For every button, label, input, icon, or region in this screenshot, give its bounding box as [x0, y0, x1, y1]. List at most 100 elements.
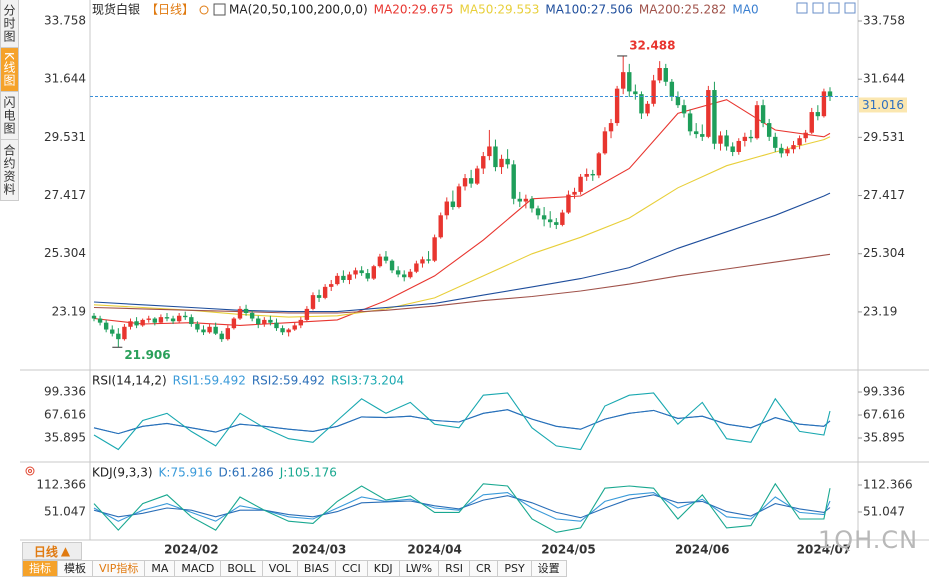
candle-body [493, 146, 498, 168]
candle-body [742, 136, 748, 141]
toolbar-tab[interactable]: VIP指标 [93, 560, 146, 577]
y-tick-label: 33.758 [863, 13, 905, 27]
candle-body [389, 260, 395, 271]
candle-body [164, 317, 170, 319]
candle-body [432, 237, 437, 261]
toolbar-tab[interactable]: CR [470, 560, 499, 577]
side-tab[interactable]: 合约资料 [0, 139, 19, 201]
toolbar-tab[interactable]: LW% [399, 560, 440, 577]
side-tab[interactable]: 分时图 [0, 0, 19, 48]
candle-body [122, 326, 127, 340]
candle-body [730, 146, 735, 152]
candle-body [779, 147, 784, 154]
candle-body [292, 325, 297, 330]
candle-body [566, 194, 571, 213]
indicator-line [93, 482, 831, 533]
side-tab[interactable]: 闪电图 [0, 91, 19, 140]
x-tick-label: 2024/07 [797, 543, 851, 557]
candle-body [408, 271, 413, 278]
candle-body [785, 149, 790, 154]
y-tick-label: 25.304 [863, 246, 905, 260]
candle-body [128, 321, 133, 327]
settings-icon[interactable] [25, 466, 35, 476]
candle-body [827, 91, 833, 97]
candle-body [760, 105, 766, 124]
candle-body [529, 198, 535, 209]
indicator-line [93, 136, 831, 318]
period: 【日线】 [146, 3, 194, 17]
y-tick-label: 29.531 [44, 130, 86, 144]
candle-body [219, 333, 224, 340]
legend-entry: MA20:29.675 [374, 3, 454, 17]
indicator-label: MA(20,50,100,200,0,0) [229, 3, 368, 17]
candle-body [256, 318, 261, 325]
candle-body [541, 215, 547, 220]
toolbar-tab[interactable]: RSI [439, 560, 470, 577]
legend-entry: RSI3:73.204 [331, 374, 404, 388]
candle-body [414, 263, 419, 272]
x-tick-label: 2024/05 [541, 543, 595, 557]
watermark: 1QH.CN [818, 526, 919, 554]
candle-body [505, 158, 510, 165]
toolbar-tab[interactable]: MA [145, 560, 176, 577]
add-icon[interactable] [199, 5, 209, 15]
toolbar-tab[interactable]: CCI [336, 560, 368, 577]
last-price-label: 31.016 [862, 98, 904, 112]
candle-body [736, 140, 741, 152]
toolbar-icons[interactable] [796, 2, 856, 14]
candle-body [176, 315, 182, 322]
min-label: 21.906 [124, 348, 170, 362]
candle-body [377, 256, 383, 267]
candle-body [487, 146, 492, 157]
candle-body [146, 318, 151, 320]
candle-body [602, 131, 608, 154]
candle-body [645, 103, 650, 114]
toolbar-tab[interactable]: KDJ [367, 560, 400, 577]
candle-body [712, 90, 717, 144]
candle-body [700, 134, 705, 137]
toolbar-tab[interactable]: 模板 [58, 560, 93, 577]
candle-body [243, 308, 249, 314]
y-tick-label: 99.336 [44, 385, 86, 399]
y-tick-label: 25.304 [44, 246, 86, 260]
candle-body [511, 164, 516, 199]
candle-body [468, 178, 474, 184]
indicator-icon [213, 3, 226, 16]
x-tick-label: 2024/02 [164, 543, 218, 557]
candle-body [213, 326, 218, 334]
candle-body [286, 329, 291, 333]
candle-body [158, 317, 164, 323]
candle-body [706, 90, 711, 137]
y-tick-label: 23.19 [52, 304, 86, 318]
y-tick-label: 51.047 [44, 504, 86, 518]
candle-body [766, 123, 772, 137]
toolbar-tab[interactable]: PSY [498, 560, 532, 577]
side-tab[interactable]: K线图 [0, 48, 19, 92]
toolbar-tab[interactable]: VOL [262, 560, 298, 577]
toolbar-tab[interactable]: BIAS [297, 560, 337, 577]
toolbar-tab[interactable]: MACD [175, 560, 222, 577]
toolbar-tab[interactable]: 设置 [531, 560, 567, 577]
y-tick-label: 99.336 [863, 385, 905, 399]
candle-body [693, 131, 699, 135]
candle-body [809, 112, 814, 133]
toolbar-tab[interactable]: 指标 [22, 560, 58, 577]
y-tick-label: 112.366 [36, 477, 86, 491]
y-tick-label: 31.644 [863, 72, 905, 86]
candle-body [596, 153, 602, 176]
candle-body [170, 318, 176, 322]
period-button[interactable]: 日线 ▲ [22, 542, 82, 560]
candle-body [103, 322, 109, 330]
candle-body [183, 315, 188, 318]
candle-body [481, 156, 486, 169]
toolbar-tab[interactable]: BOLL [221, 560, 263, 577]
candle-body [456, 186, 462, 208]
legend-entry: J:105.176 [279, 466, 337, 480]
candle-body [274, 322, 279, 329]
candle-body [249, 313, 255, 319]
legend-entry: MA100:27.506 [545, 3, 633, 17]
candle-body [687, 113, 693, 132]
candle-body [97, 318, 103, 323]
